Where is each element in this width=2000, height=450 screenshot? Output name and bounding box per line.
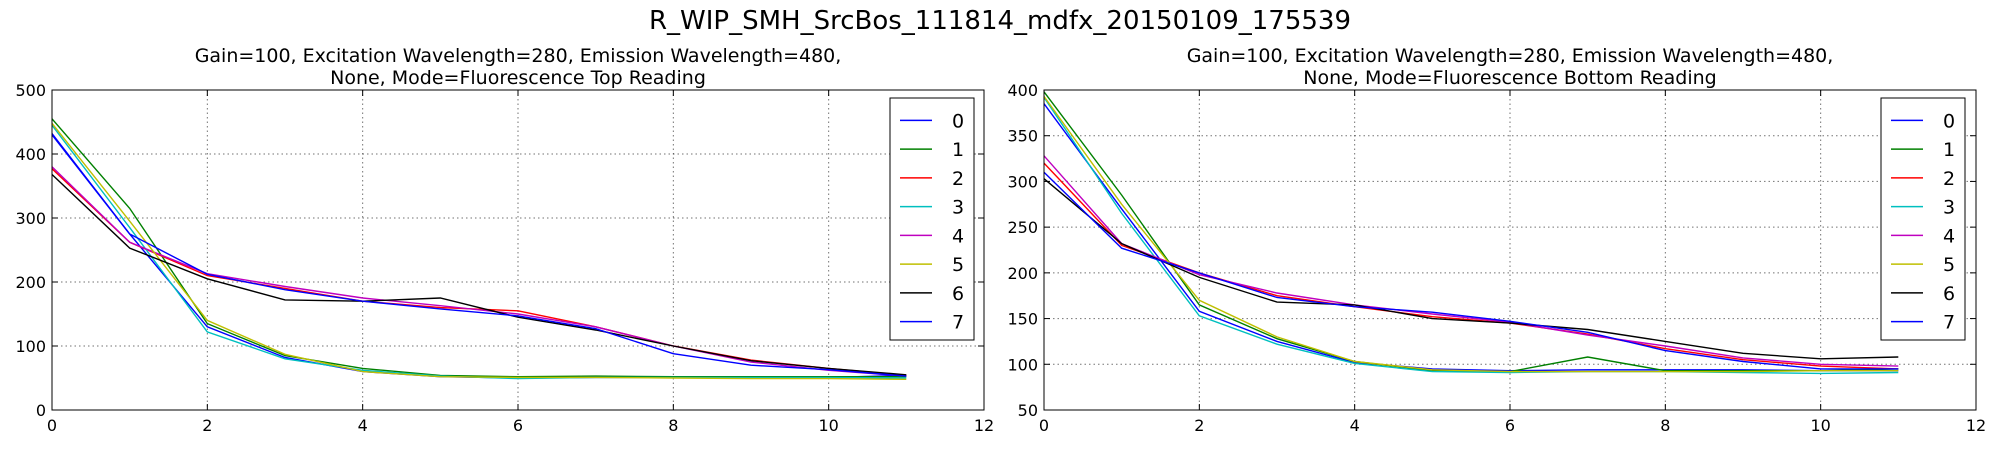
- y-tick-label: 150: [1007, 310, 1038, 329]
- legend-label: 5: [1943, 254, 1955, 276]
- series-line-1: [51, 118, 907, 378]
- legend-label: 3: [952, 197, 964, 219]
- chart-title-line: None, Mode=Fluorescence Top Reading: [330, 67, 706, 89]
- legend-label: 1: [1943, 139, 1955, 161]
- x-tick-label: 8: [668, 416, 678, 435]
- series-line-6: [1043, 178, 1899, 360]
- x-tick-label: 8: [1660, 416, 1670, 435]
- y-tick-label: 400: [1007, 81, 1038, 100]
- x-tick-label: 10: [1810, 416, 1830, 435]
- series-line-3: [51, 124, 907, 380]
- x-tick-label: 12: [1966, 416, 1986, 435]
- legend-box: [1880, 97, 1966, 341]
- chart-title-line: Gain=100, Excitation Wavelength=280, Emi…: [195, 45, 842, 67]
- series-line-6: [51, 173, 907, 376]
- y-tick-label: 50: [1018, 401, 1038, 420]
- x-tick-label: 6: [1505, 416, 1515, 435]
- y-tick-label: 100: [15, 337, 46, 356]
- y-tick-label: 400: [15, 145, 46, 164]
- figure-suptitle: R_WIP_SMH_SrcBos_111814_mdfx_20150109_17…: [648, 6, 1352, 36]
- legend-label: 7: [1943, 312, 1955, 334]
- x-tick-label: 2: [202, 416, 212, 435]
- legend-label: 5: [952, 254, 964, 276]
- legend-label: 0: [1943, 110, 1955, 132]
- y-tick-label: 300: [15, 209, 46, 228]
- y-tick-label: 200: [1007, 264, 1038, 283]
- x-tick-label: 6: [513, 416, 523, 435]
- chart-title-line: Gain=100, Excitation Wavelength=280, Emi…: [1187, 45, 1834, 67]
- legend-label: 3: [1943, 197, 1955, 219]
- legend-label: 4: [1943, 225, 1955, 247]
- x-tick-label: 4: [358, 416, 368, 435]
- legend-label: 7: [952, 312, 964, 334]
- series-line-3: [1043, 96, 1899, 375]
- x-tick-label: 2: [1194, 416, 1204, 435]
- y-tick-label: 100: [1007, 355, 1038, 374]
- chart-title-line: None, Mode=Fluorescence Bottom Reading: [1303, 67, 1716, 89]
- legend-label: 2: [952, 168, 964, 190]
- plot-area-frame: [1043, 89, 1977, 411]
- x-tick-label: 0: [47, 416, 57, 435]
- legend-label: 6: [952, 283, 964, 305]
- legend-label: 0: [952, 110, 964, 132]
- legend-label: 2: [1943, 168, 1955, 190]
- series-line-0: [1043, 103, 1899, 372]
- y-tick-label: 300: [1007, 172, 1038, 191]
- legend-label: 1: [952, 139, 964, 161]
- y-tick-label: 500: [15, 81, 46, 100]
- series-line-7: [51, 134, 907, 377]
- series-line-0: [51, 133, 907, 379]
- series-line-4: [1043, 155, 1899, 367]
- legend-box: [889, 97, 975, 341]
- y-tick-label: 350: [1007, 127, 1038, 146]
- y-tick-label: 200: [15, 273, 46, 292]
- x-tick-label: 4: [1350, 416, 1360, 435]
- series-line-2: [51, 168, 907, 377]
- series-line-5: [1043, 95, 1899, 373]
- x-tick-label: 12: [974, 416, 994, 435]
- legend-label: 6: [1943, 283, 1955, 305]
- y-tick-label: 0: [36, 401, 46, 420]
- chart-top-reading: Gain=100, Excitation Wavelength=280, Emi…: [15, 45, 994, 435]
- series-line-7: [1043, 171, 1899, 370]
- x-tick-label: 10: [818, 416, 838, 435]
- legend-label: 4: [952, 225, 964, 247]
- series-line-1: [1043, 91, 1899, 373]
- series-line-4: [51, 166, 907, 377]
- series-line-5: [51, 122, 907, 380]
- x-tick-label: 0: [1039, 416, 1049, 435]
- y-tick-label: 250: [1007, 218, 1038, 237]
- chart-bottom-reading: Gain=100, Excitation Wavelength=280, Emi…: [1007, 45, 1986, 435]
- plot-area-frame: [51, 89, 985, 411]
